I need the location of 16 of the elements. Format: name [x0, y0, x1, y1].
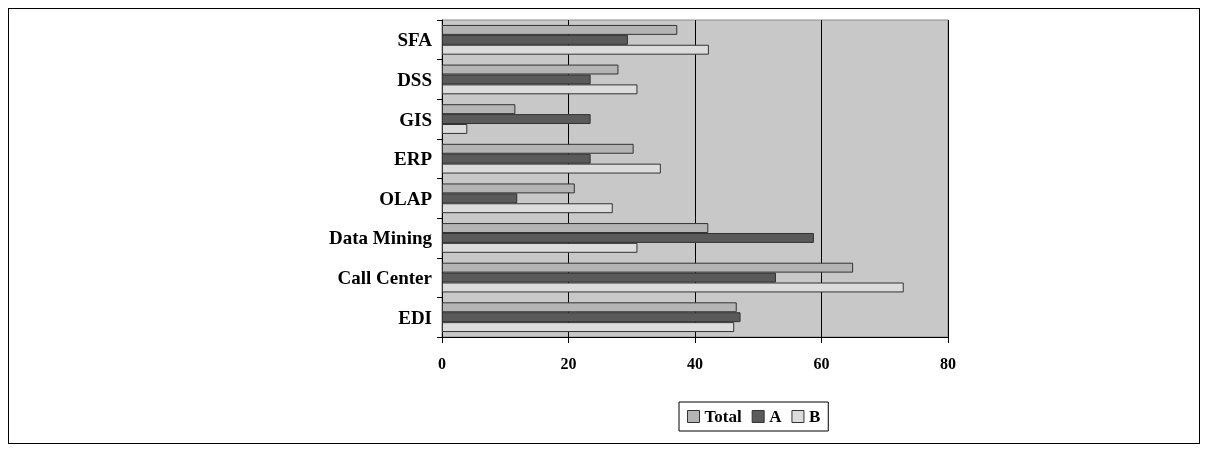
- legend-label: Total: [704, 407, 742, 426]
- y-tick-label: ERP: [394, 148, 433, 170]
- legend-label: B: [808, 407, 821, 426]
- legend-label: A: [769, 407, 783, 426]
- x-tick-label: 20: [560, 354, 577, 372]
- y-tick-label: EDI: [398, 306, 432, 328]
- y-tick-label: OLAP: [379, 187, 433, 209]
- x-tick-label: 60: [813, 354, 830, 372]
- y-tick-label: Data Mining: [329, 227, 433, 249]
- y-tick-label: SFA: [397, 29, 433, 51]
- y-tick-label: DSS: [397, 68, 432, 90]
- x-tick-label: 40: [687, 354, 703, 372]
- x-tick-label: 80: [940, 354, 956, 372]
- x-tick-label: 0: [438, 354, 446, 372]
- y-tick-label: Call Center: [337, 267, 433, 289]
- y-tick-label: GIS: [399, 108, 432, 130]
